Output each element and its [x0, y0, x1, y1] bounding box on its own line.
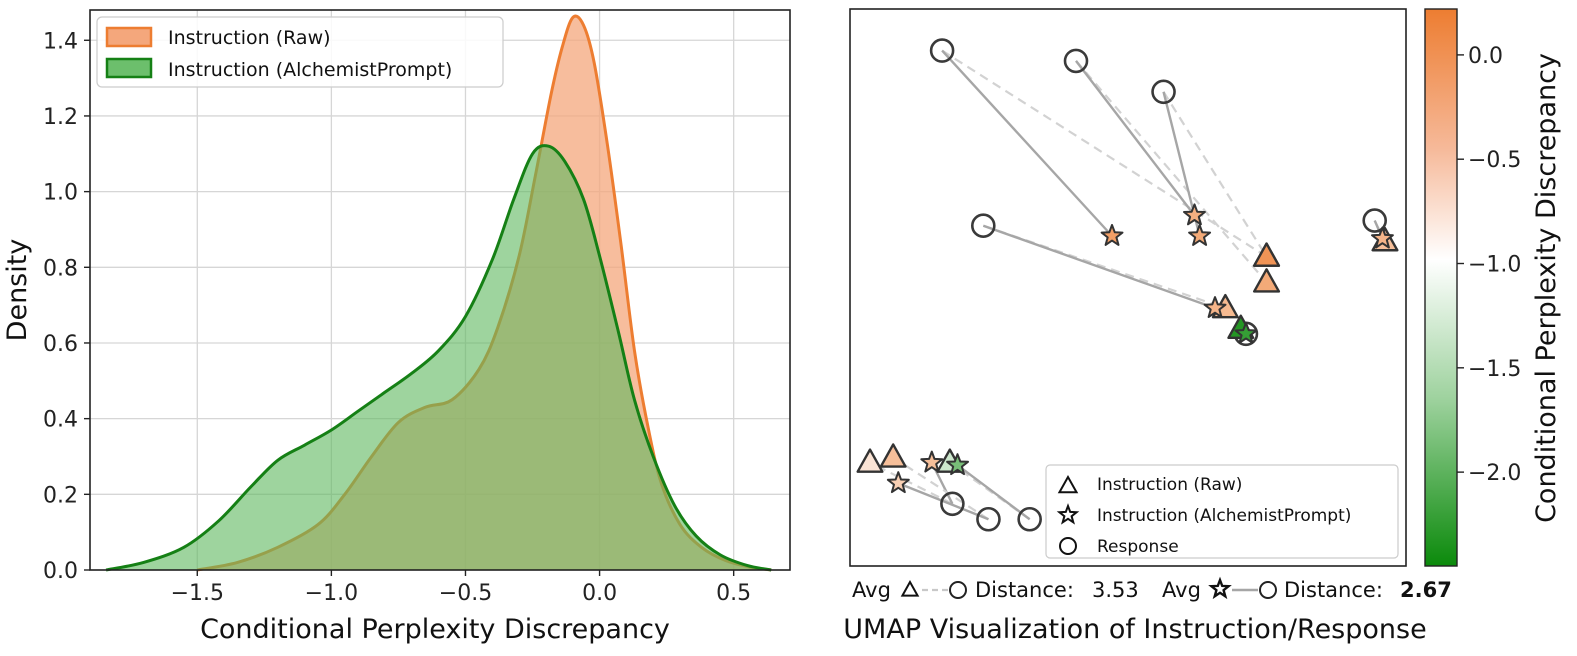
legend-label-alch: Instruction (AlchemistPrompt)	[168, 59, 452, 81]
caption-distance-alch-value: 2.67	[1400, 578, 1452, 602]
colorbar-tick-label: −1.5	[1468, 357, 1521, 382]
legend-label-raw: Instruction (Raw)	[168, 27, 331, 49]
kde-legend: Instruction (Raw) Instruction (Alchemist…	[96, 16, 504, 88]
umap-alch-point	[1203, 296, 1227, 318]
umap-markers	[856, 38, 1399, 532]
legend-star-icon	[1056, 503, 1080, 525]
kde-x-tick-label: 0.0	[582, 581, 617, 606]
umap-response-point	[1151, 79, 1176, 105]
caption-distance-raw-value: 3.53	[1092, 578, 1139, 602]
umap-link-raw	[869, 461, 953, 505]
kde-y-axis-label: Density	[2, 239, 33, 342]
umap-raw-point	[1252, 242, 1281, 267]
umap-legend-label: Response	[1097, 537, 1179, 557]
caption-avg-raw: Avg	[852, 578, 891, 602]
umap-panel: Instruction (Raw) Instruction (AlchemistP…	[843, 8, 1562, 645]
caption-star-icon	[1208, 576, 1232, 600]
umap-link-alch	[982, 224, 1216, 310]
umap-response-point	[1362, 208, 1387, 233]
umap-link-alch	[897, 482, 989, 521]
kde-line-alch	[105, 144, 772, 572]
umap-frame	[849, 8, 1407, 567]
kde-x-tick-label: −1.5	[171, 581, 224, 606]
umap-legend-box	[1045, 464, 1399, 559]
kde-y-tick-label: 0.8	[43, 256, 78, 281]
caption-triangle-icon	[900, 579, 920, 597]
umap-link-alch	[956, 464, 1031, 521]
umap-legend-label: Instruction (Raw)	[1097, 475, 1242, 495]
umap-link-raw	[892, 456, 990, 521]
umap-response-point	[1017, 506, 1042, 532]
kde-frame	[89, 9, 791, 571]
legend-swatch-alch	[105, 57, 153, 79]
umap-response-point	[1063, 48, 1089, 74]
umap-link-raw	[982, 224, 1226, 310]
kde-y-tick-label: 0.6	[43, 332, 78, 357]
umap-legend-label: Instruction (AlchemistPrompt)	[1097, 506, 1351, 526]
umap-x-axis-label: UMAP Visualization of Instruction/Respon…	[843, 614, 1426, 645]
kde-y-tick-label: 0.4	[43, 408, 78, 433]
umap-legend-items: Instruction (Raw) Instruction (AlchemistP…	[1056, 474, 1351, 557]
umap-link-raw	[941, 49, 1268, 258]
umap-alch-point	[886, 471, 910, 494]
umap-alch-point	[946, 453, 969, 476]
umap-raw-point	[856, 448, 884, 473]
kde-area-alch	[106, 145, 772, 570]
legend-swatch-raw	[105, 26, 153, 48]
umap-alch-point	[920, 450, 944, 473]
legend-triangle-icon	[1057, 474, 1079, 494]
kde-y-ticks: 0.0 0.2 0.4 0.6 0.8 1.0 1.2 1.4	[43, 29, 90, 584]
caption-distance-raw-label: Distance:	[975, 578, 1074, 602]
kde-areas	[105, 14, 772, 572]
colorbar-ticks: 0.0 −0.5 −1.0 −1.5 −2.0	[1457, 44, 1521, 486]
colorbar-tick-label: −1.0	[1468, 253, 1521, 278]
umap-response-point	[976, 506, 1001, 532]
kde-x-axis-label: Conditional Perplexity Discrepancy	[200, 614, 670, 645]
kde-y-tick-label: 0.2	[43, 483, 78, 508]
caption-icons	[900, 576, 1277, 600]
colorbar-label: Conditional Perplexity Discrepancy	[1531, 53, 1562, 523]
legend-circle-icon	[1059, 537, 1077, 555]
caption-circle-icon-2	[1259, 581, 1277, 599]
caption-distance-alch-label: Distance:	[1284, 578, 1383, 602]
umap-response-point	[970, 213, 996, 238]
kde-x-tick-label: 0.5	[716, 581, 751, 606]
umap-link-alch	[1075, 60, 1196, 217]
colorbar-tick-label: 0.0	[1468, 44, 1503, 69]
umap-raw-point	[1252, 268, 1281, 293]
kde-y-tick-label: 1.4	[43, 29, 78, 54]
umap-link-raw	[1075, 60, 1268, 284]
caption-circle-icon	[949, 581, 967, 599]
umap-response-point	[940, 491, 965, 517]
kde-x-tick-label: −0.5	[439, 581, 492, 606]
kde-panel: −1.5 −1.0 −0.5 0.0 0.5 0.0 0.2 0.4 0.6 0.8 1.0 1.2…	[2, 9, 791, 645]
kde-x-tick-label: −1.0	[305, 581, 358, 606]
umap-link-alch	[941, 49, 1113, 237]
umap-legend: Instruction (Raw) Instruction (AlchemistP…	[1045, 464, 1399, 559]
umap-alch-point	[1371, 226, 1394, 249]
umap-alch-point	[1100, 224, 1124, 246]
colorbar-tick-label: −2.0	[1468, 461, 1521, 486]
distance-caption: Avg Distance: 3.53 Avg Distance: 2.67	[852, 576, 1452, 602]
umap-alch-point	[1188, 224, 1212, 246]
kde-y-tick-label: 1.2	[43, 105, 78, 130]
caption-avg-alch: Avg	[1162, 578, 1201, 602]
kde-x-ticks: −1.5 −1.0 −0.5 0.0 0.5	[171, 570, 751, 606]
colorbar	[1424, 8, 1458, 567]
umap-link-raw	[1162, 91, 1268, 258]
kde-legend-box	[96, 16, 504, 88]
colorbar-tick-label: −0.5	[1468, 148, 1521, 173]
kde-y-tick-label: 0.0	[43, 559, 78, 584]
umap-response-point	[929, 38, 955, 63]
kde-y-tick-label: 1.0	[43, 181, 78, 206]
umap-alch-point	[1234, 321, 1258, 344]
umap-alch-point	[1183, 203, 1206, 226]
umap-raw-point	[879, 443, 907, 468]
